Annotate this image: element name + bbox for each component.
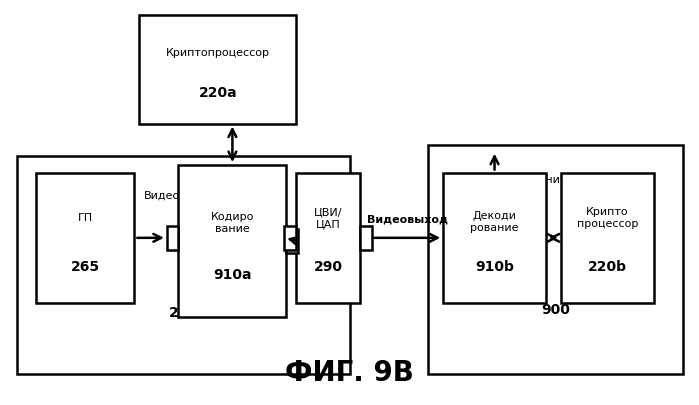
Bar [287, 229, 298, 253]
Bar [296, 173, 360, 303]
Bar [36, 173, 134, 303]
Text: Декоди
рование: Декоди рование [470, 211, 519, 233]
Text: Крипто
процессор: Крипто процессор [577, 207, 638, 229]
Text: Кодиро
вание: Кодиро вание [210, 212, 254, 234]
Bar [17, 156, 350, 374]
Text: Видеовыход: Видеовыход [367, 215, 448, 225]
Bar [178, 165, 287, 317]
Text: ГП: ГП [78, 213, 93, 223]
Text: 910a: 910a [213, 268, 252, 281]
Text: Криптопроцессор: Криптопроцессор [166, 48, 270, 58]
Text: ФИГ. 9B: ФИГ. 9B [285, 359, 414, 387]
Text: Монитор: Монитор [531, 175, 582, 185]
Bar [139, 15, 296, 124]
Text: Видеопамять: Видеопамять [144, 190, 223, 200]
Bar [360, 226, 372, 250]
Bar [443, 173, 546, 303]
Text: 290: 290 [313, 260, 343, 273]
Bar [167, 226, 178, 250]
Text: 260: 260 [169, 306, 198, 320]
Text: 910b: 910b [475, 260, 514, 273]
Text: 220b: 220b [588, 260, 627, 273]
Text: 265: 265 [71, 260, 100, 273]
Bar [284, 226, 296, 250]
Text: 900: 900 [541, 303, 570, 317]
Bar [428, 145, 683, 374]
Text: 220a: 220a [199, 86, 237, 100]
Bar [561, 173, 654, 303]
Text: ЦВИ/
ЦАП: ЦВИ/ ЦАП [314, 207, 343, 229]
